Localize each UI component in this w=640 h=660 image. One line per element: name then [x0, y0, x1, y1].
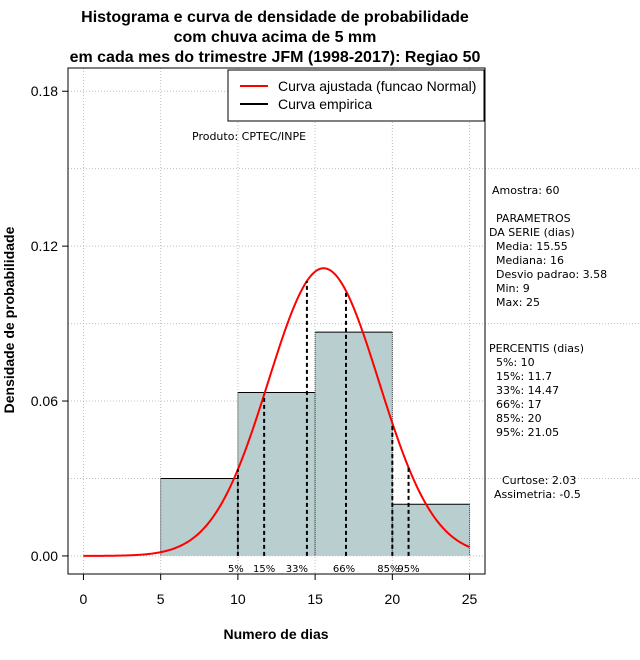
- y-tick-label: 0.06: [31, 393, 58, 409]
- y-tick-label: 0.00: [31, 548, 58, 564]
- param-max: Max: 25: [496, 296, 540, 309]
- histogram-bar: [315, 332, 393, 556]
- percentil-85: 85%: 20: [496, 412, 542, 425]
- percentile-label: 85%: [377, 564, 399, 575]
- percentile-label: 66%: [333, 564, 355, 575]
- stat-sample: Amostra: 60: [492, 184, 559, 197]
- percentile-label: 5%: [228, 564, 244, 575]
- params-title-1: PARAMETROS: [496, 212, 571, 225]
- y-axis-label: Densidade de probabilidade: [1, 226, 17, 413]
- x-tick-label: 0: [80, 591, 88, 607]
- param-media: Media: 15.55: [496, 240, 568, 253]
- percentile-layer: 5% 15% 33% 66% 85%95%: [228, 281, 420, 575]
- param-min: Min: 9: [496, 282, 530, 295]
- normal-fit-curve: [83, 267, 470, 557]
- y-tick-label: 0.12: [31, 238, 58, 254]
- legend-label-normal: Curva ajustada (funcao Normal): [278, 78, 476, 94]
- param-desvio: Desvio padrao: 3.58: [496, 268, 607, 281]
- percentile-label: 15%: [253, 564, 275, 575]
- x-tick-label: 20: [385, 591, 401, 607]
- legend-box: [227, 69, 485, 122]
- percentile-label: 95%: [397, 564, 419, 575]
- stat-assimetria: Assimetria: -0.5: [494, 488, 581, 501]
- curve-layer: [83, 267, 470, 557]
- percentil-95: 95%: 21.05: [496, 426, 559, 439]
- x-axis-label: Numero de dias: [223, 626, 328, 642]
- params-title-2: DA SERIE (dias): [489, 226, 575, 239]
- bars-layer: [160, 331, 471, 556]
- chart-title-line-1: Histograma e curva de densidade de proba…: [81, 9, 469, 26]
- stat-curtose: Curtose: 2.03: [502, 474, 576, 487]
- stats-panel: Amostra: 60 PARAMETROS DA SERIE (dias) M…: [489, 184, 607, 501]
- x-tick-label: 25: [462, 591, 478, 607]
- x-tick-label: 5: [157, 591, 165, 607]
- x-tick-label: 15: [307, 591, 323, 607]
- percentile-label: 33%: [286, 564, 308, 575]
- chart-title-line-3: em cada mes do trimestre JFM (1998-2017)…: [70, 49, 481, 66]
- y-tick-label: 0.18: [31, 83, 58, 99]
- percentil-15: 15%: 11.7: [496, 370, 552, 383]
- plot-frame: [67, 67, 486, 575]
- product-annotation: Produto: CPTEC/INPE: [192, 130, 306, 143]
- histogram-bar: [160, 478, 238, 556]
- axes-layer: 0.00 0.06 0.12 0.18 0 5 10 15 20 25: [31, 83, 478, 607]
- histogram-bar: [237, 392, 316, 556]
- legend: Curva ajustada (funcao Normal) Curva emp…: [227, 69, 485, 122]
- x-tick-label: 10: [230, 591, 246, 607]
- percentis-title: PERCENTIS (dias): [489, 342, 584, 355]
- legend-label-empirica: Curva empirica: [278, 96, 372, 112]
- percentil-33: 33%: 14.47: [496, 384, 559, 397]
- chart-title-line-2: com chuva acima de 5 mm: [174, 29, 377, 46]
- percentil-66: 66%: 17: [496, 398, 542, 411]
- param-mediana: Mediana: 16: [496, 254, 564, 267]
- percentil-5: 5%: 10: [496, 356, 535, 369]
